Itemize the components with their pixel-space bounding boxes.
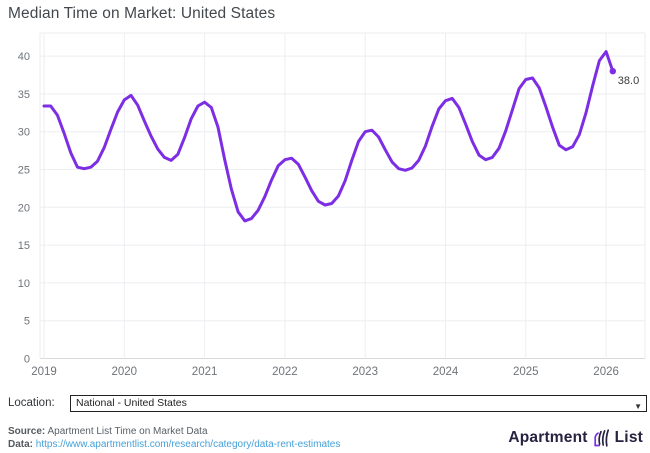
dropdown-caret-icon: ▼ (634, 402, 642, 411)
location-label: Location: (8, 397, 55, 409)
footer: Source: Apartment List Time on Market Da… (0, 424, 650, 452)
data-url-link[interactable]: https://www.apartmentlist.com/research/c… (35, 439, 341, 450)
location-selected-value: National - United States (76, 397, 187, 409)
source-text: Apartment List Time on Market Data (45, 426, 208, 437)
last-value-label: 38.0 (618, 75, 639, 87)
last-point-marker (609, 68, 616, 75)
x-tick-label: 2025 (513, 366, 539, 378)
y-tick-label: 35 (18, 89, 30, 101)
x-tick-label: 2023 (352, 366, 378, 378)
x-tick-label: 2022 (272, 366, 298, 378)
x-tick-label: 2020 (112, 366, 138, 378)
y-tick-label: 30 (18, 127, 30, 139)
location-row: Location: National - United States ▼ (0, 394, 650, 416)
source-label: Source: (8, 426, 46, 437)
y-tick-label: 0 (24, 354, 30, 366)
data-label: Data: (8, 439, 34, 450)
logo-text-apartment: Apartment (508, 429, 588, 446)
y-tick-label: 25 (18, 165, 30, 177)
logo-text-list: List (614, 429, 643, 446)
y-tick-label: 40 (18, 51, 30, 63)
x-tick-label: 2021 (192, 366, 218, 378)
x-tick-label: 2024 (433, 366, 459, 378)
location-select[interactable]: National - United States ▼ (70, 395, 647, 412)
x-tick-label: 2026 (593, 366, 619, 378)
apartment-list-logo: Apartment List (508, 426, 643, 450)
y-tick-label: 20 (18, 202, 30, 214)
apartment-list-mark-icon (591, 428, 612, 448)
line-series (42, 50, 615, 223)
y-tick-label: 10 (18, 278, 30, 290)
source-line: Source: Apartment List Time on Market Da… (8, 426, 208, 437)
y-tick-label: 15 (18, 240, 30, 252)
y-tick-label: 5 (24, 316, 30, 328)
chart-title: Median Time on Market: United States (8, 5, 276, 22)
x-tick-label: 2019 (31, 366, 57, 378)
data-line: Data: https://www.apartmentlist.com/rese… (8, 439, 340, 450)
